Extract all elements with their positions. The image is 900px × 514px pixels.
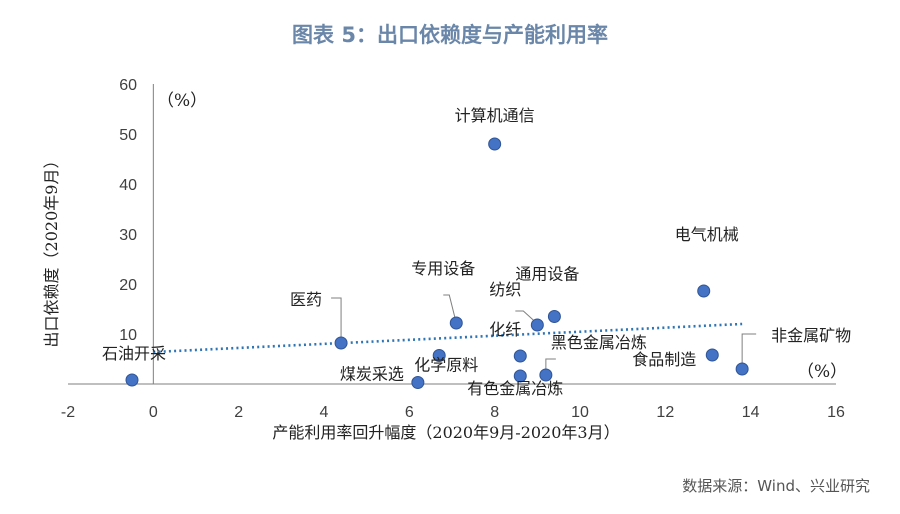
data-point bbox=[539, 368, 553, 382]
x-tick-label: 16 bbox=[827, 404, 845, 421]
x-tick-label: 10 bbox=[571, 404, 589, 421]
point-label: 专用设备 bbox=[411, 259, 475, 278]
source-note: 数据来源：Wind、兴业研究 bbox=[682, 477, 870, 495]
data-point bbox=[488, 137, 502, 151]
leader-line bbox=[443, 294, 456, 320]
point-label: 石油开采 bbox=[102, 344, 166, 363]
data-point bbox=[125, 373, 139, 387]
x-tick-label: 6 bbox=[405, 404, 414, 421]
data-point bbox=[513, 369, 527, 383]
y-axis-unit: （%） bbox=[157, 91, 207, 111]
data-point bbox=[334, 336, 348, 350]
data-point bbox=[513, 349, 527, 363]
data-points bbox=[125, 137, 749, 389]
data-point bbox=[697, 284, 711, 298]
point-label: 计算机通信 bbox=[455, 106, 535, 125]
x-tick-label: 4 bbox=[320, 404, 329, 421]
point-label: 电气机械 bbox=[675, 225, 739, 244]
y-axis-title: 出口依赖度（2020年9月） bbox=[42, 153, 61, 348]
trend-line bbox=[153, 322, 743, 354]
data-point bbox=[449, 316, 463, 330]
x-tick-label: 14 bbox=[742, 404, 760, 421]
y-tick-label: 20 bbox=[119, 277, 137, 294]
point-label: 化纤 bbox=[489, 320, 521, 339]
point-label: 医药 bbox=[290, 290, 322, 309]
y-tick-label: 50 bbox=[119, 127, 137, 144]
point-label: 化学原料 bbox=[414, 356, 478, 375]
x-axis-unit: （%） bbox=[797, 362, 847, 382]
axes bbox=[68, 84, 836, 385]
point-label: 有色金属冶炼 bbox=[467, 379, 563, 398]
point-label: 纺织 bbox=[489, 280, 521, 299]
leader-line bbox=[741, 333, 757, 363]
y-tick-label: 10 bbox=[119, 327, 137, 344]
x-tick-label: 12 bbox=[656, 404, 674, 421]
x-tick-label: -2 bbox=[61, 404, 75, 421]
point-label: 煤炭采选 bbox=[340, 365, 404, 384]
leader-line bbox=[331, 297, 342, 337]
tick-labels: -2 0 2 4 6 8 10 12 14 16 10 20 30 40 50 60 bbox=[61, 77, 845, 421]
leader-lines bbox=[331, 294, 757, 372]
point-label: 通用设备 bbox=[515, 265, 579, 284]
x-tick-label: 2 bbox=[234, 404, 243, 421]
y-tick-label: 40 bbox=[119, 177, 137, 194]
point-label: 食品制造 bbox=[632, 350, 696, 369]
data-point bbox=[705, 348, 719, 362]
data-point bbox=[432, 349, 446, 362]
x-tick-label: 0 bbox=[149, 404, 158, 421]
x-axis-title: 产能利用率回升幅度（2020年9月-2020年3月） bbox=[272, 423, 619, 442]
leader-line bbox=[515, 310, 535, 322]
chart-title: 图表 5：出口依赖度与产能利用率 bbox=[292, 23, 608, 47]
data-point bbox=[530, 318, 544, 332]
y-tick-label: 60 bbox=[119, 77, 137, 94]
y-tick-label: 30 bbox=[119, 227, 137, 244]
point-label: 非金属矿物 bbox=[771, 326, 851, 345]
point-label: 黑色金属冶炼 bbox=[551, 333, 647, 352]
x-tick-label: 8 bbox=[490, 404, 499, 421]
leader-line bbox=[545, 358, 556, 372]
data-point bbox=[547, 310, 561, 323]
data-point bbox=[411, 376, 425, 389]
data-point bbox=[735, 362, 749, 376]
